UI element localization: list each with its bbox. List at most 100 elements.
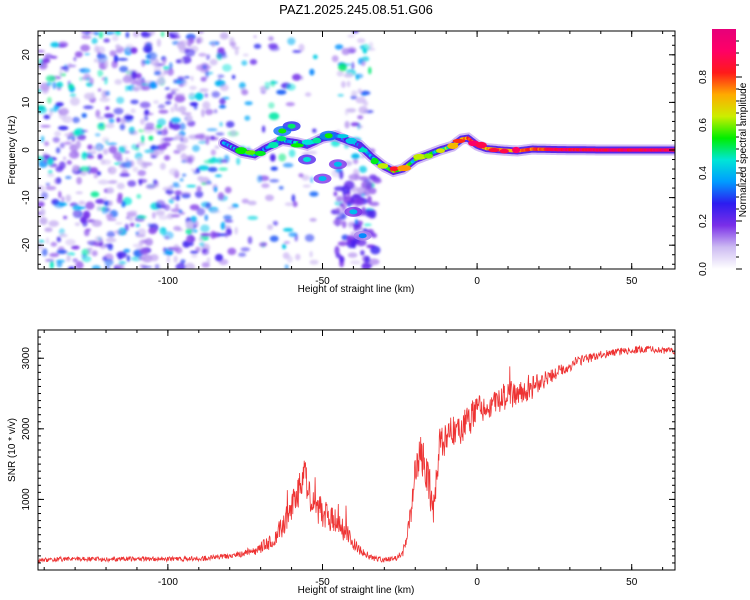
noise-blob xyxy=(265,194,274,201)
noise-blob xyxy=(234,226,238,235)
noise-blob xyxy=(170,106,175,113)
noise-blob xyxy=(96,171,101,176)
noise-blob xyxy=(174,94,186,103)
noise-blob xyxy=(69,93,77,98)
noise-blob xyxy=(78,68,86,72)
noise-blob xyxy=(59,69,63,78)
noise-blob xyxy=(292,73,302,81)
noise-blob xyxy=(107,142,118,146)
noise-blob xyxy=(137,129,145,133)
snr-layer xyxy=(38,344,675,564)
noise-blob xyxy=(175,262,186,269)
noise-blob xyxy=(97,179,109,185)
noise-blob xyxy=(67,63,73,69)
noise-blob xyxy=(44,141,50,147)
noise-blob xyxy=(48,220,59,227)
noise-blob xyxy=(238,252,247,257)
noise-blob xyxy=(220,221,226,230)
noise-blob xyxy=(367,195,372,205)
noise-blob xyxy=(132,31,140,38)
noise-blob xyxy=(253,35,257,39)
ridge-knot xyxy=(370,157,379,165)
noise-blob xyxy=(81,35,92,39)
noise-blob xyxy=(56,81,64,88)
noise-blob xyxy=(56,236,62,243)
noise-blob xyxy=(363,223,372,227)
noise-blob xyxy=(282,162,294,168)
ridge-branch-core xyxy=(278,128,287,134)
noise-blob xyxy=(102,159,112,165)
noise-blob xyxy=(116,182,125,190)
noise-blob xyxy=(205,70,210,79)
noise-blob xyxy=(222,64,232,72)
noise-blob xyxy=(203,92,209,98)
noise-blob xyxy=(269,153,276,162)
noise-blob xyxy=(217,47,225,53)
noise-blob xyxy=(177,76,185,82)
noise-blobs xyxy=(38,31,382,269)
noise-blob xyxy=(130,99,139,105)
noise-blob xyxy=(119,65,129,73)
noise-blob xyxy=(105,106,110,110)
noise-blob xyxy=(81,113,87,118)
noise-blob xyxy=(288,149,296,158)
noise-blob xyxy=(185,235,196,243)
noise-blob xyxy=(58,161,66,170)
noise-blob xyxy=(350,122,360,127)
noise-blob xyxy=(135,223,140,228)
noise-blob xyxy=(120,117,126,125)
noise-blob xyxy=(136,194,142,199)
noise-blob xyxy=(211,156,216,161)
noise-blob xyxy=(38,201,45,208)
noise-blob xyxy=(99,97,110,103)
noise-blob xyxy=(363,100,369,107)
spectrogram-xlabel: Height of straight line (km) xyxy=(298,284,415,295)
noise-blob xyxy=(49,252,60,258)
noise-blob xyxy=(72,164,79,172)
noise-blob xyxy=(181,56,192,64)
noise-blob xyxy=(334,44,344,50)
colorbar-label: Normalized spectral amplitude xyxy=(738,82,749,217)
noise-blob xyxy=(45,186,57,191)
noise-blob xyxy=(61,196,65,203)
noise-blob xyxy=(144,238,153,246)
noise-blob xyxy=(164,87,170,90)
noise-blob xyxy=(130,47,138,54)
noise-blob xyxy=(65,176,72,179)
noise-blob xyxy=(231,74,236,80)
noise-blob xyxy=(156,144,167,151)
colorbar-gradient xyxy=(712,29,736,269)
noise-blob xyxy=(202,101,211,110)
noise-blob xyxy=(287,255,293,263)
noise-blob xyxy=(189,85,197,90)
noise-blob xyxy=(114,230,124,234)
noise-blob xyxy=(372,178,382,184)
noise-blob xyxy=(312,128,317,133)
noise-blob xyxy=(205,202,212,210)
ridge-branch-core xyxy=(303,157,311,162)
noise-blob xyxy=(219,98,226,105)
ridge-knot xyxy=(245,150,257,155)
noise-blob xyxy=(143,255,150,259)
noise-blob xyxy=(352,158,359,165)
noise-blob xyxy=(38,89,42,93)
noise-blob xyxy=(333,218,343,226)
noise-blob xyxy=(40,208,46,216)
noise-blob xyxy=(144,41,153,49)
noise-blob xyxy=(194,133,205,140)
noise-blob xyxy=(38,242,44,250)
ridge-knot xyxy=(436,148,445,153)
noise-blob xyxy=(95,198,106,204)
noise-blob xyxy=(126,255,131,262)
noise-blob xyxy=(179,178,184,182)
noise-blob xyxy=(282,228,294,232)
noise-blob xyxy=(115,44,121,50)
noise-blob xyxy=(137,228,147,236)
noise-blob xyxy=(357,38,366,44)
noise-blob xyxy=(41,86,49,94)
noise-blob xyxy=(249,59,258,65)
noise-blob xyxy=(91,219,103,227)
noise-blob xyxy=(85,201,95,210)
colorbar: 0.0 0.2 0.4 0.6 0.8 Normalized spectral ampl… xyxy=(698,29,749,276)
noise-blob xyxy=(148,135,154,141)
